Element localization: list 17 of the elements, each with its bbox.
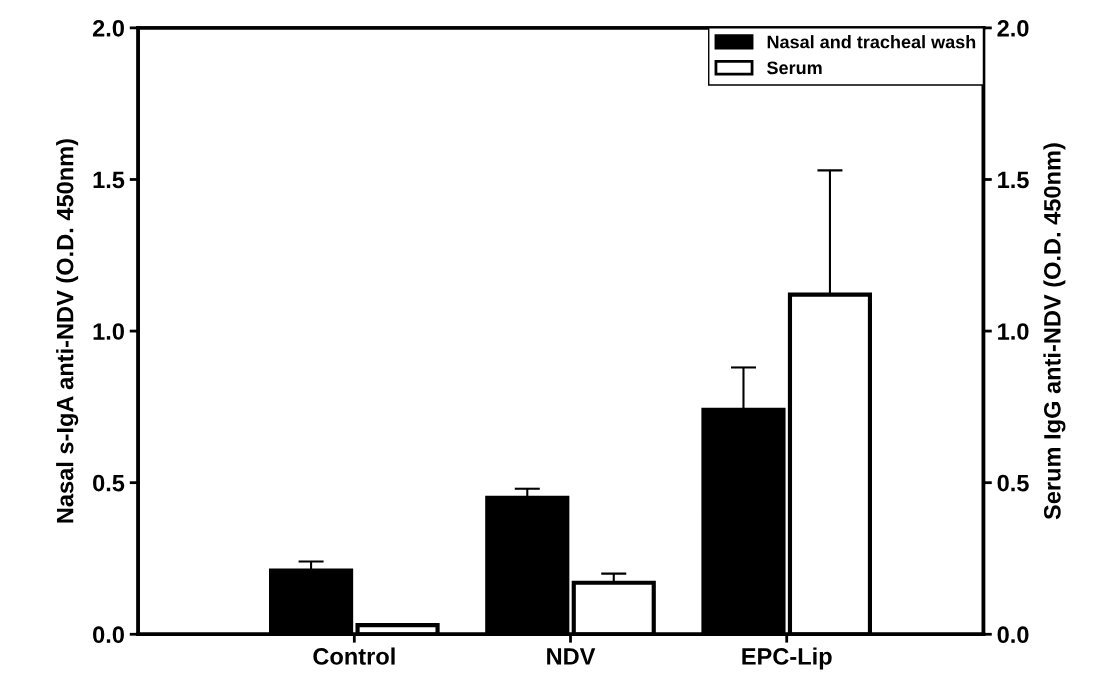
y-tick-label: 1.5	[93, 171, 125, 189]
y2-tick-label: 2.0	[997, 19, 1029, 37]
legend-label: Serum	[767, 61, 822, 75]
y-axis-title: Nasal s-IgA anti-NDV (O.D. 450nm)	[56, 139, 79, 523]
x-tick-label: NDV	[547, 648, 596, 665]
x-tick-label: EPC-Lip	[742, 647, 832, 670]
y-tick-label: 2.0	[92, 19, 124, 37]
legend-label: Nasal and tracheal wash	[767, 35, 976, 49]
y2-tick-label: 0.5	[997, 474, 1029, 492]
y2-tick-label: 1.5	[998, 171, 1029, 189]
x-tick-label: Control	[313, 647, 395, 665]
y-tick-label: 0.0	[93, 626, 124, 644]
y2-axis-title: Serum IgG anti-NDV (O.D. 450nm)	[1043, 143, 1066, 520]
y-tick-label: 0.5	[93, 474, 125, 492]
y2-tick-label: 0.0	[997, 626, 1029, 644]
y-tick-label: 1.0	[93, 323, 124, 340]
y2-tick-label: 1.0	[998, 323, 1029, 340]
